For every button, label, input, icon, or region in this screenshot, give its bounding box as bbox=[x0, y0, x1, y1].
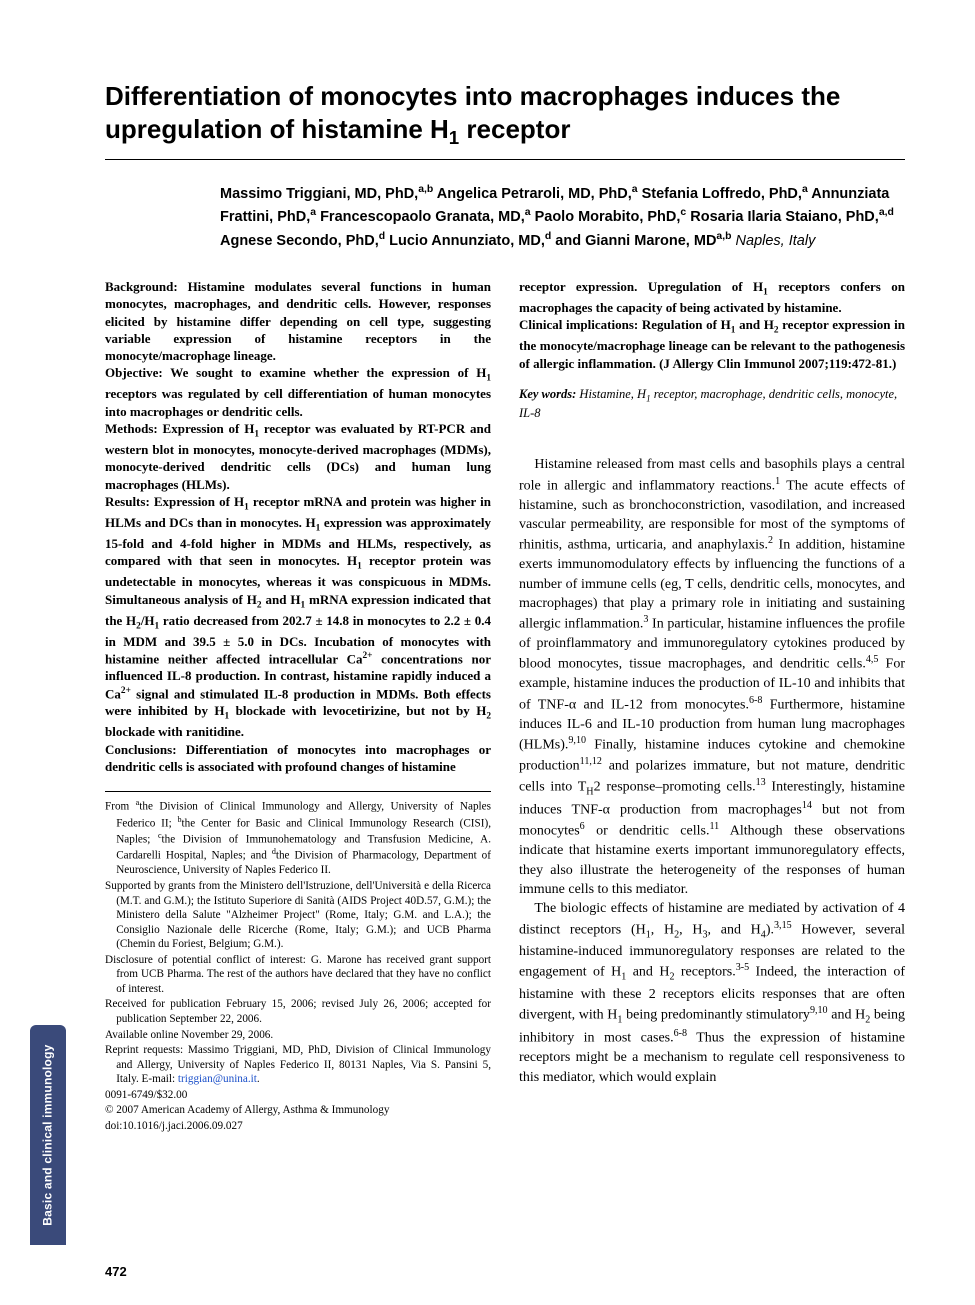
list-item: Supported by grants from the Ministero d… bbox=[105, 879, 491, 952]
list-item: Objective: We sought to examine whether … bbox=[105, 364, 491, 420]
footnotes: From athe Division of Clinical Immunolog… bbox=[105, 791, 491, 1133]
list-item: Results: Expression of H1 receptor mRNA … bbox=[105, 493, 491, 741]
list-item: Disclosure of potential conflict of inte… bbox=[105, 953, 491, 997]
list-item: Available online November 29, 2006. bbox=[105, 1028, 491, 1043]
list-item: Background: Histamine modulates several … bbox=[105, 278, 491, 364]
two-column-layout: Background: Histamine modulates several … bbox=[105, 278, 905, 1135]
title-rule bbox=[105, 159, 905, 160]
page-number: 472 bbox=[105, 1263, 127, 1281]
body-text: Histamine released from mast cells and b… bbox=[519, 455, 905, 1086]
list-item: receptor expression. Upregulation of H1 … bbox=[519, 278, 905, 316]
right-column: receptor expression. Upregulation of H1 … bbox=[519, 278, 905, 1135]
abstract-left: Background: Histamine modulates several … bbox=[105, 278, 491, 775]
list-item: 0091-6749/$32.00 bbox=[105, 1088, 491, 1103]
abstract-right: receptor expression. Upregulation of H1 … bbox=[519, 278, 905, 372]
section-tab-label: Basic and clinical immunology bbox=[40, 1044, 56, 1225]
list-item: Histamine released from mast cells and b… bbox=[519, 455, 905, 899]
list-item: © 2007 American Academy of Allergy, Asth… bbox=[105, 1103, 491, 1118]
list-item: doi:10.1016/j.jaci.2006.09.027 bbox=[105, 1119, 491, 1134]
list-item: From athe Division of Clinical Immunolog… bbox=[105, 798, 491, 878]
list-item: Received for publication February 15, 20… bbox=[105, 997, 491, 1026]
keywords: Key words: Histamine, H1 receptor, macro… bbox=[519, 386, 905, 422]
list-item: Conclusions: Differentiation of monocyte… bbox=[105, 741, 491, 776]
author-block: Massimo Triggiani, MD, PhD,a,b Angelica … bbox=[220, 182, 905, 252]
list-item: The biologic effects of histamine are me… bbox=[519, 899, 905, 1087]
section-tab: Basic and clinical immunology bbox=[30, 1025, 66, 1245]
list-item: Methods: Expression of H1 receptor was e… bbox=[105, 420, 491, 493]
article-title: Differentiation of monocytes into macrop… bbox=[105, 80, 905, 149]
journal-page: Differentiation of monocytes into macrop… bbox=[0, 0, 975, 1165]
left-column: Background: Histamine modulates several … bbox=[105, 278, 491, 1135]
list-item: Clinical implications: Regulation of H1 … bbox=[519, 316, 905, 372]
list-item: Reprint requests: Massimo Triggiani, MD,… bbox=[105, 1043, 491, 1087]
